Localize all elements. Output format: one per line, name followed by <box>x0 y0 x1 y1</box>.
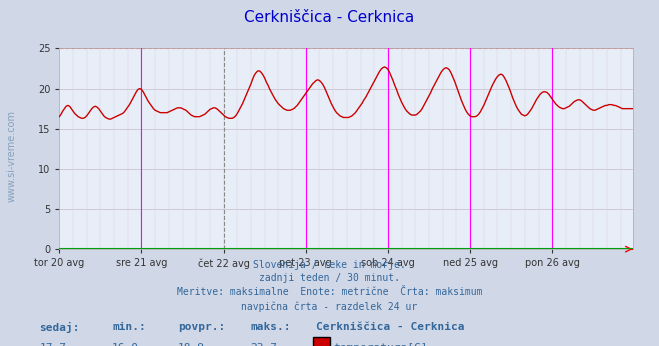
Text: Cerkniščica - Cerknica: Cerkniščica - Cerknica <box>244 10 415 25</box>
Text: 18,9: 18,9 <box>178 343 205 346</box>
Text: 23,7: 23,7 <box>250 343 277 346</box>
Text: Cerkniščica - Cerknica: Cerkniščica - Cerknica <box>316 322 465 332</box>
Text: 16,0: 16,0 <box>112 343 139 346</box>
Text: Meritve: maksimalne  Enote: metrične  Črta: maksimum: Meritve: maksimalne Enote: metrične Črta… <box>177 287 482 297</box>
Text: 17,7: 17,7 <box>40 343 67 346</box>
Text: Slovenija / reke in morje.: Slovenija / reke in morje. <box>253 260 406 270</box>
Text: maks.:: maks.: <box>250 322 291 332</box>
Text: min.:: min.: <box>112 322 146 332</box>
Text: povpr.:: povpr.: <box>178 322 225 332</box>
Text: zadnji teden / 30 minut.: zadnji teden / 30 minut. <box>259 273 400 283</box>
Text: navpična črta - razdelek 24 ur: navpična črta - razdelek 24 ur <box>241 301 418 311</box>
Text: www.si-vreme.com: www.si-vreme.com <box>7 110 16 202</box>
Text: temperatura[C]: temperatura[C] <box>333 343 427 346</box>
Text: sedaj:: sedaj: <box>40 322 80 333</box>
